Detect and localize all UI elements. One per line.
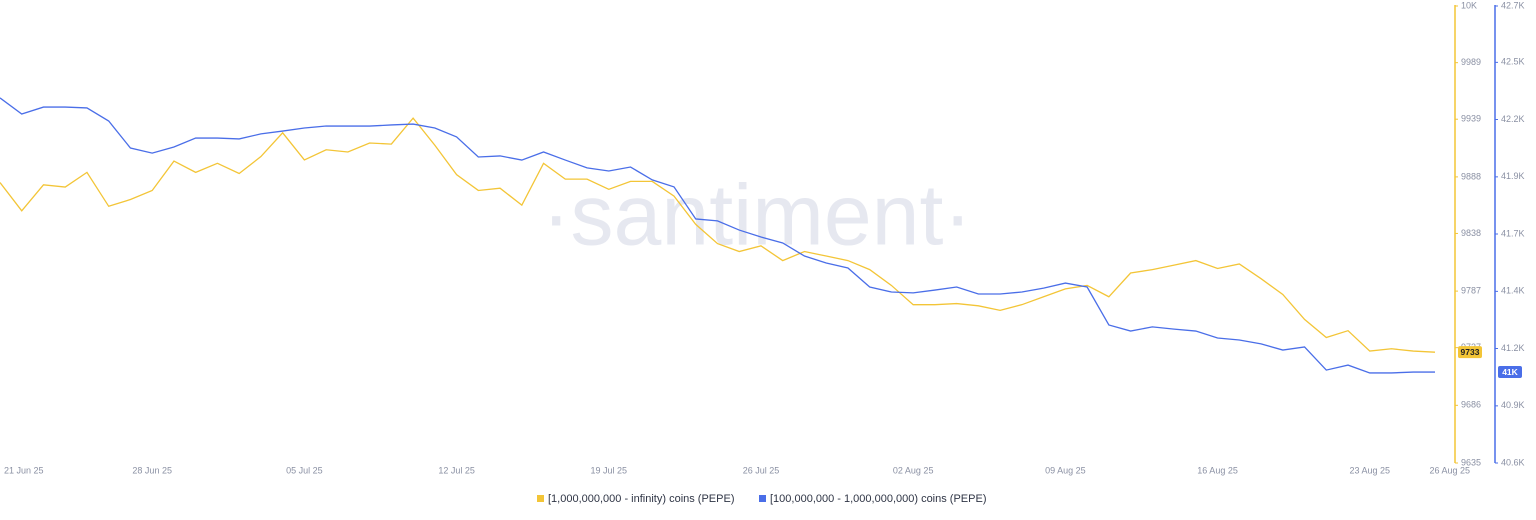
y-tick-label: 9989 bbox=[1461, 57, 1481, 67]
y2-tick-label: 41.7K bbox=[1501, 228, 1525, 238]
series-line bbox=[0, 117, 1436, 353]
last-value-badge bbox=[1498, 366, 1522, 379]
y-tick-label: 10K bbox=[1461, 0, 1477, 10]
x-tick-label: 19 Jul 25 bbox=[591, 465, 628, 475]
x-tick-label: 02 Aug 25 bbox=[893, 465, 934, 475]
x-tick-label: 05 Jul 25 bbox=[286, 465, 323, 475]
y2-tick-label: 41.2K bbox=[1501, 343, 1525, 353]
watermark: ·santiment· bbox=[542, 168, 972, 264]
x-tick-label: 16 Aug 25 bbox=[1197, 465, 1238, 475]
legend-label: [1,000,000,000 - infinity) coins (PEPE) bbox=[548, 493, 734, 505]
x-tick-label: 23 Aug 25 bbox=[1349, 465, 1390, 475]
x-tick-label: 28 Jun 25 bbox=[132, 465, 172, 475]
last-value-label: 9733 bbox=[1461, 347, 1480, 357]
y2-tick-label: 41.9K bbox=[1501, 171, 1525, 181]
x-tick-label: 09 Aug 25 bbox=[1045, 465, 1086, 475]
y-tick-label: 9635 bbox=[1461, 457, 1481, 467]
y-tick-label: 9686 bbox=[1461, 400, 1481, 410]
y2-tick-label: 40.6K bbox=[1501, 457, 1525, 467]
x-tick-label: 26 Jul 25 bbox=[743, 465, 780, 475]
y-tick-label: 9888 bbox=[1461, 171, 1481, 181]
y2-tick-label: 42.2K bbox=[1501, 114, 1525, 124]
y2-tick-label: 42.7K bbox=[1501, 0, 1525, 10]
last-value-badge bbox=[1458, 346, 1482, 359]
legend-swatch bbox=[759, 495, 766, 502]
y2-tick-label: 41.4K bbox=[1501, 286, 1525, 296]
x-tick-label: 12 Jul 25 bbox=[438, 465, 475, 475]
last-value-label: 41K bbox=[1502, 367, 1518, 377]
legend-swatch bbox=[537, 495, 544, 502]
legend-label: [100,000,000 - 1,000,000,000) coins (PEP… bbox=[770, 493, 986, 505]
series-line bbox=[0, 97, 1435, 374]
y-tick-label: 9939 bbox=[1461, 114, 1481, 124]
y-tick-label: 9838 bbox=[1461, 228, 1481, 238]
y2-tick-label: 40.9K bbox=[1501, 400, 1525, 410]
x-tick-label: 21 Jun 25 bbox=[4, 465, 44, 475]
y-tick-label: 9787 bbox=[1461, 285, 1481, 295]
y2-tick-label: 42.5K bbox=[1501, 57, 1525, 67]
x-tick-label: 26 Aug 25 bbox=[1429, 465, 1470, 475]
